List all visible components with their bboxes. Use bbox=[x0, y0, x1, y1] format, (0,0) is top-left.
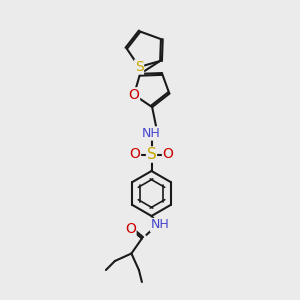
Text: O: O bbox=[129, 88, 140, 102]
Text: S: S bbox=[147, 147, 156, 162]
Text: NH: NH bbox=[142, 127, 161, 140]
Text: O: O bbox=[130, 148, 140, 161]
Text: NH: NH bbox=[151, 218, 169, 232]
Text: S: S bbox=[135, 60, 143, 74]
Text: O: O bbox=[163, 148, 173, 161]
Text: O: O bbox=[125, 222, 136, 236]
